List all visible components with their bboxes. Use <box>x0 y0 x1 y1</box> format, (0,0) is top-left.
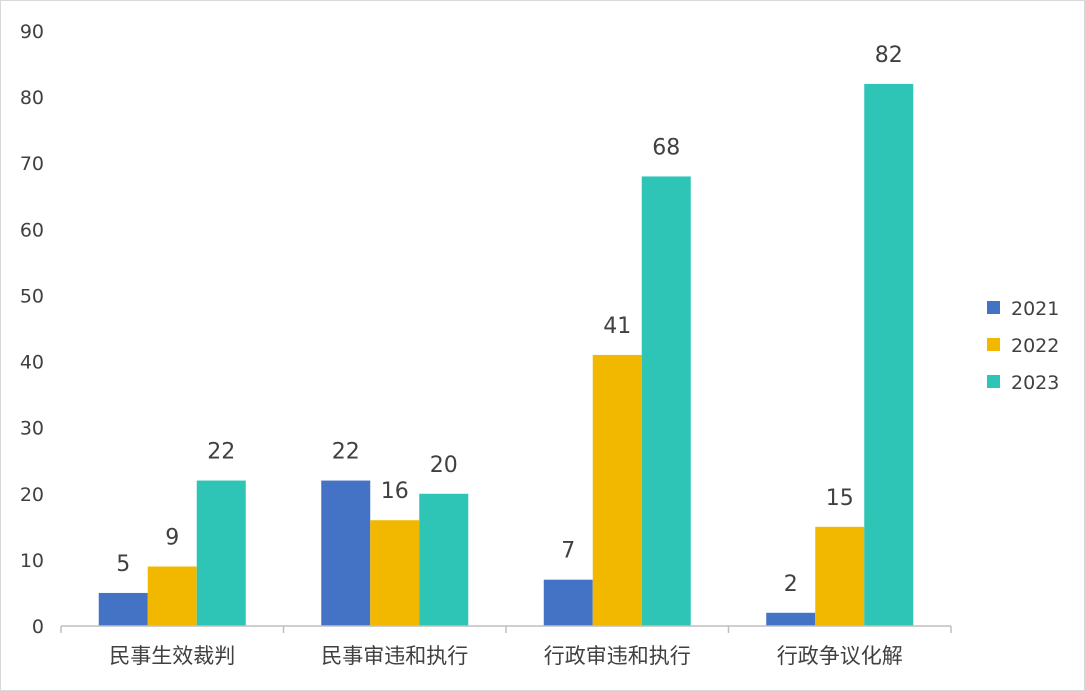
bar-2021-3 <box>543 579 593 626</box>
bar-2021-4 <box>766 612 816 626</box>
legend: 2021 2022 2023 <box>987 298 1059 394</box>
x-category-label: 民事生效裁判 <box>109 644 235 668</box>
y-tick-label: 10 <box>20 550 44 572</box>
bar-2023-1 <box>196 480 246 626</box>
y-tick-label: 80 <box>20 87 44 109</box>
y-axis-ticks: 0 10 20 30 40 50 60 70 80 90 <box>20 21 44 638</box>
y-tick-label: 30 <box>20 418 44 440</box>
legend-label: 2022 <box>1011 335 1059 357</box>
bar-2023-4 <box>864 83 914 626</box>
x-axis-category-labels: 民事生效裁判 民事审违和执行 行政审违和执行 行政争议化解 <box>109 644 903 668</box>
bar-2023-2 <box>419 493 469 626</box>
data-label: 68 <box>652 135 680 160</box>
x-category-label: 行政争议化解 <box>777 644 903 668</box>
bar-2022-3 <box>592 354 642 626</box>
legend-swatch-2023 <box>987 375 1000 388</box>
legend-label: 2023 <box>1011 372 1059 394</box>
data-label: 22 <box>207 440 235 465</box>
bar-2022-2 <box>370 520 420 626</box>
y-tick-label: 70 <box>20 153 44 175</box>
x-category-label: 民事审违和执行 <box>321 644 468 668</box>
bar-2021-2 <box>321 480 371 626</box>
data-label: 16 <box>381 479 409 504</box>
legend-label: 2021 <box>1011 298 1059 320</box>
data-label: 41 <box>603 314 631 339</box>
data-label: 5 <box>116 552 130 577</box>
data-label: 9 <box>165 526 179 551</box>
data-label: 22 <box>332 440 360 465</box>
bar-2022-4 <box>815 526 865 626</box>
bars <box>98 83 914 626</box>
y-tick-label: 50 <box>20 285 44 307</box>
x-axis-ticks <box>60 626 952 633</box>
data-label: 82 <box>875 43 903 68</box>
bar-2023-3 <box>641 176 691 626</box>
data-label: 20 <box>430 453 458 478</box>
y-tick-label: 20 <box>20 484 44 506</box>
data-label: 7 <box>561 539 575 564</box>
y-tick-label: 60 <box>20 219 44 241</box>
y-tick-label: 0 <box>32 616 44 638</box>
legend-swatch-2022 <box>987 338 1000 351</box>
data-label: 15 <box>826 486 854 511</box>
bar-2022-1 <box>147 566 197 626</box>
bar-2021-1 <box>98 592 148 626</box>
data-label: 2 <box>784 572 798 597</box>
y-tick-label: 90 <box>20 21 44 43</box>
legend-swatch-2021 <box>987 301 1000 314</box>
x-category-label: 行政审违和执行 <box>544 644 691 668</box>
y-tick-label: 40 <box>20 352 44 374</box>
data-labels: 5 22 7 2 9 16 41 15 22 20 68 82 <box>116 43 903 597</box>
